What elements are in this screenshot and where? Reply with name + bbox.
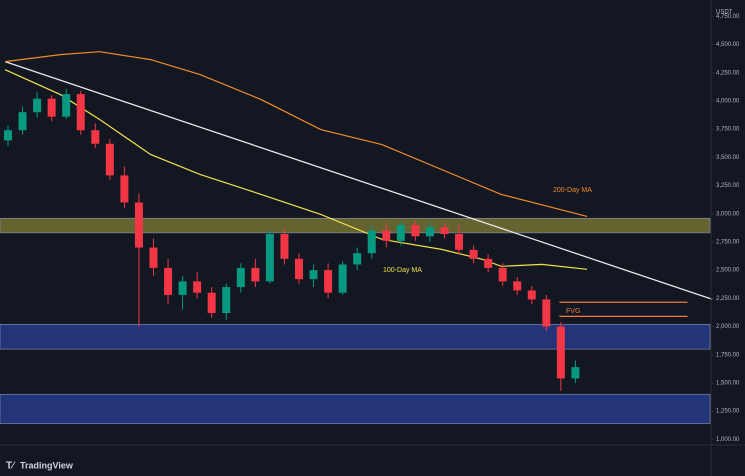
y-tick-label: 4,500.00	[716, 42, 740, 48]
moving-average	[5, 51, 588, 218]
candle-body	[396, 225, 405, 241]
zone	[0, 393, 711, 424]
candle-body	[62, 94, 71, 117]
y-tick-label: 3,250.00	[716, 183, 740, 189]
trendline	[4, 61, 713, 300]
y-tick-label: 1,500.00	[716, 381, 740, 387]
ma100-label: 100-Day MA	[383, 267, 422, 274]
y-tick-label: 1,250.00	[716, 409, 740, 415]
y-tick-label: 1,000.00	[716, 437, 740, 443]
y-tick-label: 3,000.00	[716, 211, 740, 217]
candle-body	[251, 267, 260, 282]
candle-body	[455, 234, 464, 250]
candle-body	[425, 227, 434, 237]
y-tick-label: 2,250.00	[716, 296, 740, 302]
zone	[0, 217, 711, 234]
plot-area	[0, 51, 713, 424]
y-tick-label: 3,750.00	[716, 127, 740, 133]
y-tick-label: 2,750.00	[716, 240, 740, 246]
candle-body	[134, 202, 143, 248]
candle-body	[440, 227, 449, 235]
candle-body	[265, 234, 274, 282]
candle-body	[280, 234, 289, 259]
candle-body	[382, 230, 391, 241]
y-tick-label: 4,250.00	[716, 70, 740, 76]
candle-body	[164, 267, 173, 295]
candle-body	[149, 247, 158, 268]
candle-body	[542, 299, 551, 327]
candle-body	[105, 143, 114, 176]
candle-body	[294, 258, 303, 280]
fvg-label: FVG	[566, 308, 580, 315]
candle-body	[193, 281, 202, 293]
candle-body	[178, 281, 187, 295]
candle-body	[353, 253, 362, 265]
logo: T⁄	[6, 461, 16, 472]
zone	[0, 323, 711, 350]
y-tick-label: 1,750.00	[716, 352, 740, 358]
candle-body	[33, 98, 42, 113]
moving-average	[4, 69, 588, 270]
candle-body	[571, 367, 580, 379]
candle-body	[513, 281, 522, 291]
candle-body	[324, 270, 333, 293]
candle-body	[207, 292, 216, 313]
candle-body	[4, 130, 13, 141]
candle-body	[484, 258, 493, 268]
candle-body	[222, 287, 231, 313]
y-tick-label: 4,750.00	[716, 14, 740, 20]
candle-body	[309, 270, 318, 280]
ma200-label: 200-Day MA	[553, 187, 592, 194]
candle-body	[556, 326, 565, 379]
currency-label: USDT	[716, 10, 733, 16]
candle-body	[411, 225, 420, 237]
candle-body	[338, 264, 347, 293]
candle-body	[527, 290, 536, 300]
candle-body	[91, 130, 100, 144]
y-tick-label: 2,000.00	[716, 324, 740, 330]
candle-body	[367, 230, 376, 254]
y-tick-label: 3,500.00	[716, 155, 740, 161]
candle-body	[498, 267, 507, 282]
candle-body	[236, 267, 245, 288]
candle-body	[47, 98, 56, 117]
candle-body	[18, 112, 27, 131]
y-tick-label: 4,000.00	[716, 98, 740, 104]
candle-body	[120, 175, 129, 203]
y-tick-label: 2,500.00	[716, 268, 740, 274]
candle-body	[469, 249, 478, 259]
watermark: TradingView	[20, 460, 74, 470]
candle-body	[76, 94, 85, 131]
